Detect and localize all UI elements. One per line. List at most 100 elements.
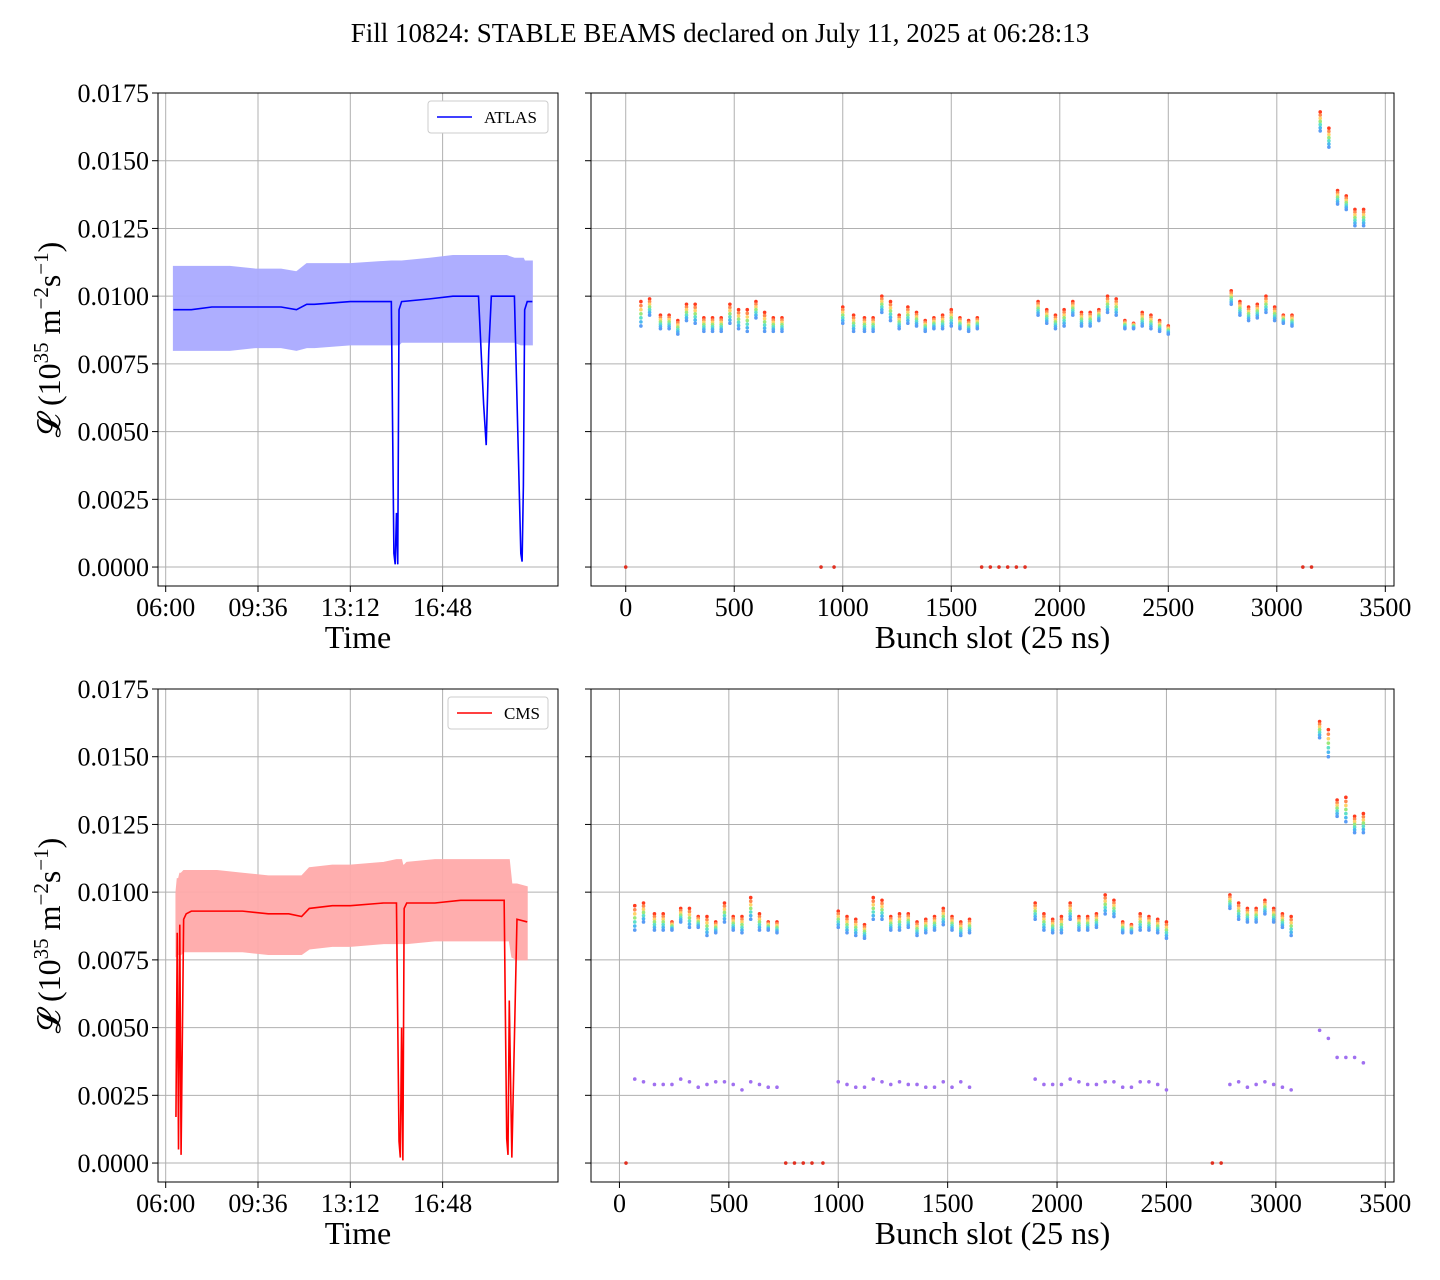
bunch-point bbox=[845, 930, 849, 935]
bunch-point bbox=[719, 329, 724, 334]
bunch-point bbox=[1112, 903, 1116, 908]
bunch-point bbox=[736, 307, 741, 312]
bunch-point bbox=[1353, 210, 1357, 214]
bunch-point bbox=[1114, 305, 1119, 309]
bunch-point bbox=[1264, 305, 1268, 309]
zero-point bbox=[810, 1161, 814, 1165]
bunch-point bbox=[1147, 928, 1151, 932]
x-tick-label: 1000 bbox=[817, 593, 869, 622]
bunch-point bbox=[1280, 925, 1285, 930]
bunch-point bbox=[1264, 297, 1268, 301]
bunch-point bbox=[851, 329, 856, 334]
bunch-point bbox=[1077, 928, 1081, 932]
bunch-point bbox=[757, 912, 762, 916]
bunch-point bbox=[1361, 814, 1366, 819]
secondary-point bbox=[696, 1085, 701, 1089]
chart-cms-time: 0.0000 0.0025 0.0050 0.0075 0.0100 0.0125 0.01… bbox=[29, 675, 559, 1251]
y-tick-label: 0.0025 bbox=[78, 485, 150, 514]
bunch-point bbox=[1042, 912, 1046, 916]
bunch-point bbox=[853, 928, 858, 932]
bunch-point bbox=[1068, 901, 1072, 905]
bunch-point bbox=[745, 315, 750, 319]
bunch-point bbox=[949, 324, 954, 328]
bunch-point bbox=[736, 317, 741, 321]
bunch-point bbox=[836, 914, 841, 919]
bunch-point bbox=[684, 305, 689, 309]
secondary-point bbox=[1050, 1082, 1055, 1087]
y-axis-label: 𝓛 (1035 m−2s−1) bbox=[29, 838, 67, 1034]
bunch-point bbox=[1335, 814, 1339, 819]
bunch-point bbox=[1353, 213, 1357, 217]
secondary-point bbox=[1361, 1061, 1366, 1065]
bunch-point bbox=[1155, 930, 1160, 935]
bunch-point bbox=[888, 928, 893, 932]
secondary-point bbox=[932, 1085, 937, 1089]
bunch-point bbox=[1114, 299, 1119, 304]
bunch-point bbox=[1326, 750, 1331, 755]
bunch-point bbox=[661, 920, 666, 924]
bunch-point bbox=[840, 305, 845, 309]
bunch-point bbox=[840, 316, 845, 320]
secondary-point bbox=[1120, 1085, 1125, 1089]
bunch-point bbox=[1335, 811, 1339, 816]
bunch-point bbox=[1317, 727, 1322, 732]
bunch-point bbox=[1094, 925, 1099, 930]
secondary-point bbox=[1245, 1085, 1250, 1089]
bunch-point bbox=[748, 903, 753, 907]
bunch-point bbox=[748, 895, 753, 900]
bunch-point bbox=[687, 922, 692, 927]
bunch-point bbox=[1114, 302, 1119, 307]
bunch-point bbox=[871, 913, 876, 918]
bunch-point bbox=[1042, 917, 1046, 922]
bunch-point bbox=[705, 930, 709, 935]
y-axis-label: 𝓛 (1035 m−2s−1) bbox=[29, 242, 67, 438]
bunch-point bbox=[1059, 914, 1064, 919]
bunch-point bbox=[1289, 927, 1293, 931]
bunch-point bbox=[880, 911, 884, 915]
x-tick-label: 3000 bbox=[1251, 593, 1303, 622]
bunch-point bbox=[684, 307, 689, 312]
bunch-point bbox=[1164, 933, 1169, 938]
bunch-point bbox=[1062, 307, 1066, 312]
secondary-point bbox=[1280, 1085, 1285, 1089]
secondary-point bbox=[836, 1079, 841, 1084]
bunch-point bbox=[1352, 828, 1357, 832]
x-tick-label: 0 bbox=[619, 593, 632, 622]
bunch-point bbox=[1318, 122, 1323, 127]
bunch-point bbox=[1062, 318, 1066, 323]
bunch-point bbox=[871, 899, 876, 903]
bunch-point bbox=[958, 326, 962, 331]
bunch-point bbox=[1317, 725, 1322, 729]
bunch-point bbox=[950, 928, 954, 932]
bunch-point bbox=[1352, 817, 1357, 821]
bunch-point bbox=[1361, 210, 1366, 214]
bunch-point bbox=[1088, 324, 1092, 328]
secondary-point bbox=[1129, 1085, 1134, 1089]
bunch-point bbox=[632, 928, 637, 932]
bunch-point bbox=[1327, 145, 1331, 149]
bunch-point bbox=[967, 930, 972, 935]
secondary-point bbox=[871, 1077, 876, 1081]
bunch-point bbox=[897, 326, 901, 331]
y-tick-label: 0.0025 bbox=[78, 1081, 150, 1110]
bunch-point bbox=[639, 316, 643, 320]
bunch-point bbox=[639, 303, 643, 308]
bunch-point bbox=[676, 332, 680, 336]
bunch-point bbox=[632, 912, 637, 916]
bunch-point bbox=[705, 921, 709, 925]
bunch-point bbox=[1103, 908, 1107, 913]
bunch-point bbox=[1085, 928, 1090, 932]
bunch-point bbox=[1114, 310, 1119, 315]
bunch-point bbox=[1138, 920, 1142, 924]
zero-point bbox=[832, 565, 836, 569]
secondary-point bbox=[1326, 1036, 1331, 1041]
bunch-point bbox=[840, 313, 845, 317]
bunch-point bbox=[745, 325, 750, 330]
bunch-point bbox=[897, 917, 902, 922]
bunch-point bbox=[1352, 830, 1357, 835]
secondary-point bbox=[1033, 1077, 1037, 1081]
legend-box bbox=[447, 696, 549, 730]
bunch-point bbox=[949, 316, 954, 320]
bunch-point bbox=[641, 907, 646, 912]
bunch-point bbox=[684, 316, 689, 320]
